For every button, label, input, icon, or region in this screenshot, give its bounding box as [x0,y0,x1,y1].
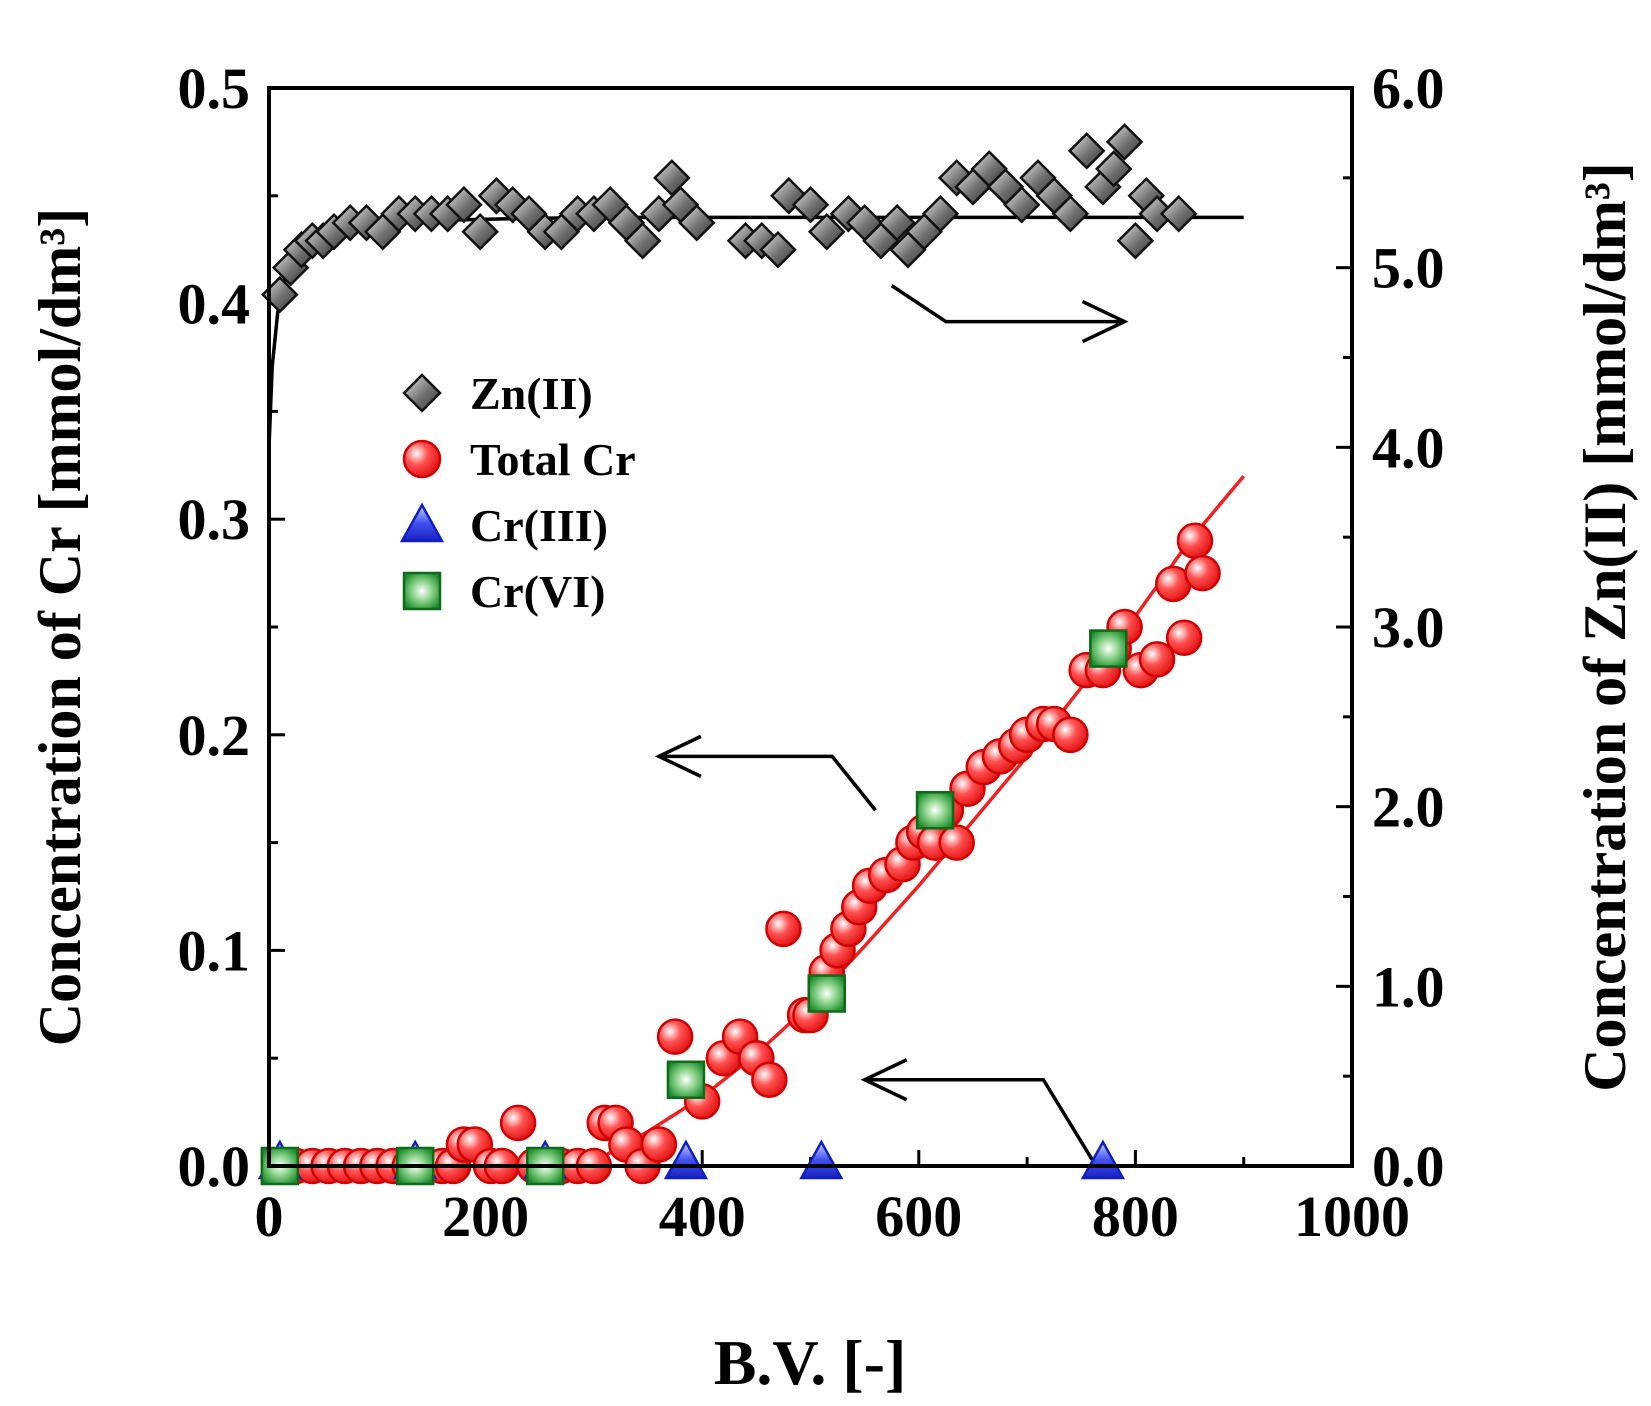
zn-point [1116,221,1155,260]
zn-point [878,203,916,242]
zn-point [759,230,797,269]
zn-point [1002,186,1041,224]
y-right-tick-label: 3.0 [1372,595,1445,660]
total-cr-point [1176,522,1214,560]
x-axis-label: B.V. [-] [714,1327,907,1398]
legend-label-zn: Zn(II) [470,368,593,419]
total-cr-point [765,910,802,948]
total-cr-point [1138,641,1176,678]
zn-point [1067,132,1106,170]
total-cr-point [751,1061,788,1099]
cr6-point [1089,629,1128,668]
legend-marker-zn [402,373,442,413]
cr6-point [915,791,955,830]
y-axis-left-label: Concentration of Cr [mmol/dm³] [27,208,93,1046]
zn-point [807,212,846,251]
legend-marker-cr3 [399,502,445,543]
x-tick-label: 200 [442,1184,529,1249]
y-left-tick-label: 0.1 [178,918,251,983]
total-cr-point [656,1018,694,1055]
zn-point [791,186,830,224]
annotation-arrow-right [890,284,1129,344]
annotation-arrow-left [860,1058,1094,1161]
cr6-point [666,1060,706,1100]
x-tick-label: 400 [659,1184,746,1249]
legend: Zn(II) Total Cr Cr(III) Cr(VI) [399,368,636,617]
legend-item-cr3: Cr(III) [399,500,608,551]
total-cr-point [1165,619,1203,657]
zn-point [742,221,781,260]
zn-point [921,194,960,233]
y-right-tick-label: 4.0 [1372,415,1445,480]
legend-item-total-cr: Total Cr [402,434,636,485]
y-left-tick-label: 0.3 [178,487,251,552]
y-left-tick-label: 0.0 [178,1134,251,1199]
x-tick-label: 1000 [1294,1184,1410,1249]
zn-point [1105,123,1144,161]
total-cr-point [938,824,975,861]
y-left-tick-label: 0.5 [178,56,251,121]
zn-point [1094,150,1133,188]
total-cr-point [1052,716,1089,754]
cr6-point [807,974,846,1013]
zn-point [461,212,499,251]
legend-marker-cr6 [402,571,442,611]
zn-point [445,186,483,224]
cr3-point [663,1139,709,1180]
y-left-tick-label: 0.2 [178,703,251,768]
legend-label-total-cr: Total Cr [470,434,636,485]
annotation-arrow-left [654,734,877,812]
legend-label-cr6: Cr(VI) [470,566,605,617]
legend-label-cr3: Cr(III) [470,500,608,551]
zn-point [678,203,716,242]
y-right-tick-label: 1.0 [1372,954,1445,1019]
plot-frame [267,86,1354,1168]
cr3-point [799,1139,844,1180]
zn-point [829,194,868,233]
legend-item-cr6: Cr(VI) [402,566,605,617]
y-right-tick-label: 6.0 [1372,56,1445,121]
zn-point [623,221,662,260]
y-right-tick-label: 2.0 [1372,775,1445,840]
y-left-tick-label: 0.4 [178,272,251,337]
x-tick-label: 800 [1092,1184,1179,1249]
zn-point [1159,194,1198,233]
legend-marker-total-cr [402,439,442,479]
total-cr-point [1184,554,1221,592]
y-right-tick-label: 0.0 [1372,1134,1445,1199]
x-tick-label: 600 [875,1184,962,1249]
zn-point [1051,194,1090,233]
legend-item-zn: Zn(II) [402,368,593,419]
y-right-tick-label: 5.0 [1372,236,1445,301]
y-axis-right-label: Concentration of Zn(II) [mmol/dm³] [1572,162,1638,1092]
total-cr-point [640,1126,678,1163]
total-cr-point [499,1104,537,1142]
x-tick-label: 0 [255,1184,284,1249]
cr3-point [1080,1139,1126,1180]
